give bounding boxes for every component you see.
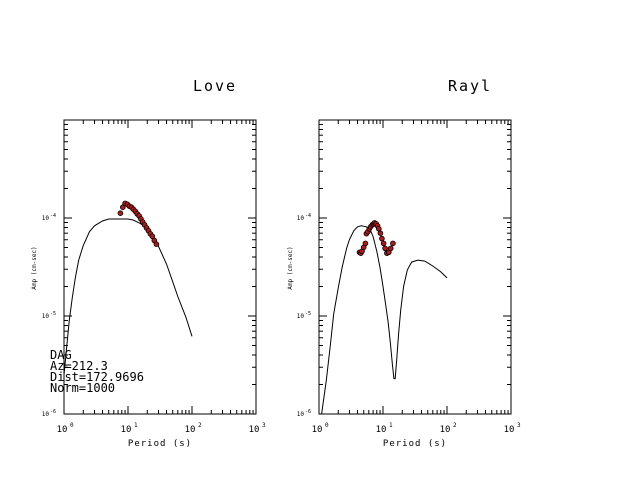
y-tick-label-exp: -4 [50,213,56,219]
x-tick-label-exp: 3 [517,422,521,429]
observed-amplitude-point [380,240,387,247]
x-tick-label-base: 10 [57,425,68,435]
y-tick-label-exp: -4 [305,213,311,219]
x-tick-label-exp: 3 [262,422,266,429]
x-tick-label-base: 10 [121,425,132,435]
observed-amplitude-point [153,241,160,248]
observed-amplitude-point [390,240,396,247]
y-axis-label: Amp (cm-sec) [31,246,38,289]
y-tick-label-exp: -6 [50,409,56,415]
observed-amplitude-point [362,240,369,247]
x-tick-label-base: 10 [504,425,515,435]
x-tick-label-exp: 1 [389,422,393,429]
station-annotation-line: Dist=172.9696 [50,370,144,384]
plot-frame [318,119,512,415]
observed-amplitude-point [117,210,124,217]
y-axis-label: Amp (cm-sec) [287,246,294,289]
x-tick-label-exp: 2 [453,422,457,429]
observed-amplitude-point [377,230,384,237]
y-tick-label-base: 10 [297,215,305,222]
observed-amplitude-point [387,245,394,252]
synthetic-amplitude-curve [63,218,193,376]
station-annotation-line: Norm=1000 [50,381,115,395]
y-tick-label-base: 10 [42,313,50,320]
y-tick-label-base: 10 [42,215,50,222]
x-tick-label-exp: 2 [198,422,202,429]
x-axis-label: Period (s) [128,439,192,449]
x-tick-label-base: 10 [185,425,196,435]
y-tick-label-exp: -5 [305,311,311,317]
y-tick-label-base: 10 [297,313,305,320]
x-tick-label-base: 10 [312,425,323,435]
observed-amplitude-point [382,245,388,252]
x-tick-label-base: 10 [440,425,451,435]
panel-title: Rayl [448,77,492,95]
x-tick-label-exp: 0 [70,422,74,429]
synthetic-amplitude-curve [321,225,448,415]
x-tick-label-base: 10 [249,425,260,435]
panel-title: Love [193,77,237,95]
x-tick-label-base: 10 [376,425,387,435]
x-axis-label: Period (s) [383,439,447,449]
plot-frame [63,119,257,415]
x-tick-label-exp: 0 [325,422,329,429]
y-tick-label-exp: -5 [50,311,56,317]
y-tick-label-base: 10 [42,411,50,418]
x-tick-label-exp: 1 [134,422,138,429]
y-tick-label-exp: -6 [305,409,311,415]
observed-amplitude-point [379,235,385,242]
y-tick-label-base: 10 [297,411,305,418]
